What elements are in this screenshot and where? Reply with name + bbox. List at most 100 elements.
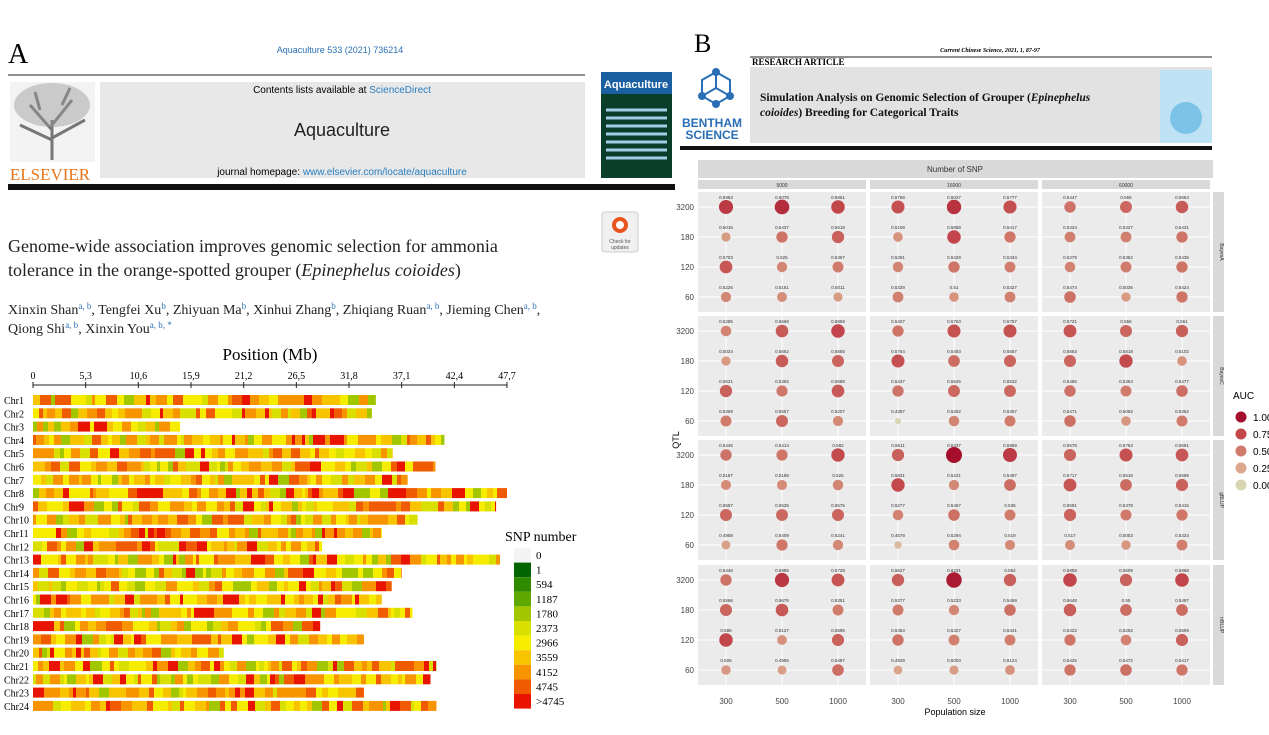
dot [831,230,845,244]
check-updates-badge[interactable] [601,211,639,253]
y-tick-label: 180 [681,606,695,615]
dot [1063,448,1077,462]
value-label: 0.5818 [1119,349,1133,354]
x-tick-label: 21,2 [235,371,253,382]
dot [948,355,960,367]
dot [1176,604,1188,616]
dot [1175,448,1189,462]
value-label: 0.5261 [891,255,905,260]
dot [1119,448,1133,462]
dot [949,292,959,302]
value-label: 0.555 [1120,195,1132,200]
publisher: ELSEVIER [10,165,91,184]
value-label: 0.5378 [1119,503,1133,508]
value-label: 0.5016 [719,225,733,230]
panel-label: B [694,29,711,58]
value-label: 0.5334 [1175,533,1189,538]
dot [777,292,787,302]
y-tick-label: 120 [681,263,695,272]
y-tick-label: Chr16 [4,596,29,607]
value-label: 0.5425 [1063,658,1077,663]
x-tick-label: 300 [1063,697,1077,706]
legend-swatch [514,562,531,578]
chromosome-bar [33,541,323,552]
y-tick-label: Chr21 [4,662,29,673]
text-segment: , Zhiyuan Ma [166,303,243,318]
dot [1175,324,1189,338]
legend-label: 4745 [536,681,559,693]
value-label: 0.5557 [719,503,733,508]
value-label: 0.5351 [831,598,845,603]
chromosome-bar [33,594,382,605]
legend-label: 3559 [536,652,559,664]
x-tick-label: 26,5 [288,371,306,382]
chromosome-bar [33,661,437,671]
y-tick-label: 60 [685,293,694,302]
value-label: 0.5262 [947,409,961,414]
text-segment: Contents lists available at [253,85,369,96]
dot [948,509,960,521]
y-tick-label: 3200 [676,451,694,460]
x-tick-label: 500 [1119,697,1133,706]
badge-text: Check for [609,239,631,245]
dot [1120,231,1132,243]
dot [720,509,732,521]
text-segment: tolerance in the orange-spotted grouper … [8,260,301,281]
legend-swatch [514,577,531,592]
strip [1042,180,1210,189]
value-label: 0.5664 [1175,195,1189,200]
legend-label: 0.25 [1253,464,1269,475]
dot [948,604,960,616]
x-tick-label: 1000 [1001,697,1019,706]
dot [1120,479,1132,491]
value-label: 0.5963 [719,195,733,200]
y-tick-label: Chr15 [4,582,29,593]
text-segment: a, b [78,301,91,311]
chromosome-bar [33,687,364,698]
value-label: 0.5431 [1175,225,1189,230]
facet-row-label: rrBLUP [1218,617,1224,634]
value-label: 0.519 [1004,533,1016,538]
value-label: 0.5627 [891,568,905,573]
dot [832,261,844,273]
value-label: 0.5557 [775,409,789,414]
value-label: 0.5409 [775,533,789,538]
value-label: 0.5294 [947,533,961,538]
legend-label: 0 [536,550,542,562]
text-segment: ) Breeding for Categorical Traits [798,107,959,119]
value-label: 0.5341 [1003,628,1017,633]
y-tick-label: 120 [681,636,695,645]
y-tick-label: Chr5 [4,449,24,460]
chromosome-bar [33,501,497,512]
strip [1213,192,1224,312]
facet-title: Number of SNP [927,165,983,174]
chromosome-bar [33,634,364,645]
value-label: 0.5092 [1119,409,1133,414]
y-tick-label: Chr7 [4,476,24,487]
y-tick-label: Chr14 [4,569,29,580]
value-label: 0.5621 [719,379,733,384]
value-label: 0.5427 [891,319,905,324]
value-label: 0.5472 [1119,658,1133,663]
text-segment: www.elsevier.com/locate/aquaculture [302,167,467,178]
dot [1120,201,1132,213]
value-label: 0.5367 [1003,409,1017,414]
value-label: 0.5292 [1119,628,1133,633]
value-label: 0.5728 [831,568,845,573]
y-tick-label: Chr4 [4,436,24,447]
dot [1004,261,1016,273]
dot [832,479,844,491]
dot [1063,324,1077,338]
dot [1063,478,1077,492]
x-tick-label: 300 [891,697,905,706]
dot [1064,664,1076,676]
dot [1004,291,1016,303]
homepage-line: journal homepage: www.elsevier.com/locat… [216,167,467,178]
y-tick-label: Chr10 [4,516,29,527]
dot [895,418,901,424]
chromosome-bar [33,700,437,711]
value-label: 0.5362 [1175,409,1189,414]
dot [892,261,904,273]
y-axis-label: QTL [671,431,681,449]
